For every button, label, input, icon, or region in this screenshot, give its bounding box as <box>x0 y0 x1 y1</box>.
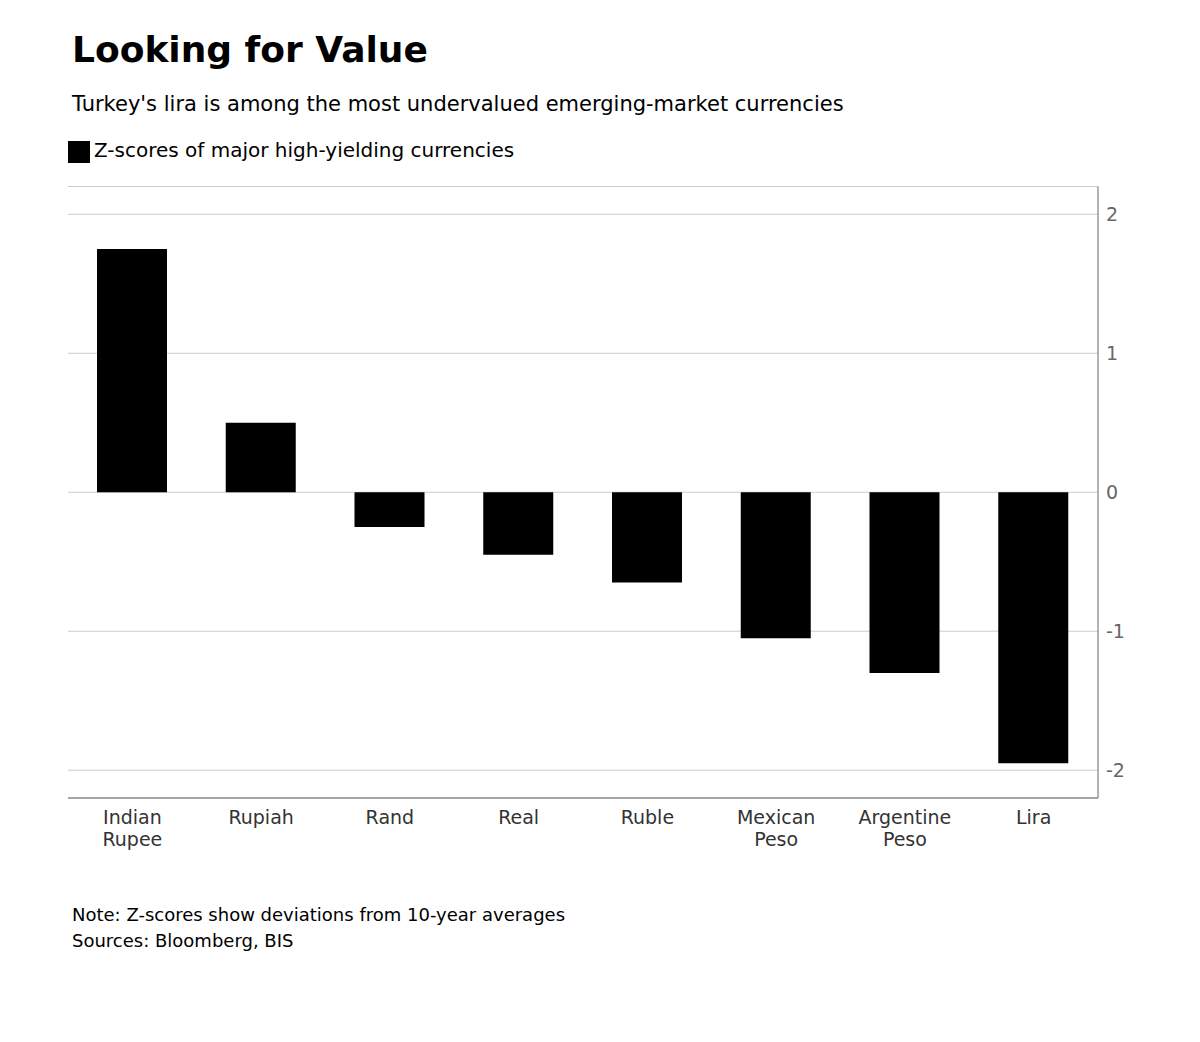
html-text:Note: Z-scores show deviations: Note: Z-scores show deviations from 10-y… <box>72 904 565 925</box>
svg-text:ArgentinePeso: ArgentinePeso <box>859 806 952 850</box>
svg-text:Lira: Lira <box>1016 806 1051 828</box>
svg-text:Ruble: Ruble <box>621 806 674 828</box>
svg-text:Rand: Rand <box>366 806 415 828</box>
html-text:Looking for Value: Looking for Value <box>72 29 428 70</box>
svg-text:IndianRupee: IndianRupee <box>102 806 162 850</box>
svg-text:-2: -2 <box>1106 759 1125 781</box>
html-text:Sources: Bloomberg, BIS: Sources: Bloomberg, BIS <box>72 930 294 951</box>
svg-text:MexicanPeso: MexicanPeso <box>737 806 815 850</box>
svg-text:-1: -1 <box>1106 620 1125 642</box>
html-text:Z-scores of major high-yieldin: Z-scores of major high-yielding currenci… <box>94 138 515 162</box>
html-text:Turkey's lira is among the mos: Turkey's lira is among the most underval… <box>72 92 844 116</box>
svg-text:1: 1 <box>1106 342 1118 364</box>
svg-text:0: 0 <box>1106 481 1118 503</box>
svg-text:2: 2 <box>1106 203 1118 225</box>
svg-text:Real: Real <box>498 806 539 828</box>
svg-text:Rupiah: Rupiah <box>228 806 293 828</box>
